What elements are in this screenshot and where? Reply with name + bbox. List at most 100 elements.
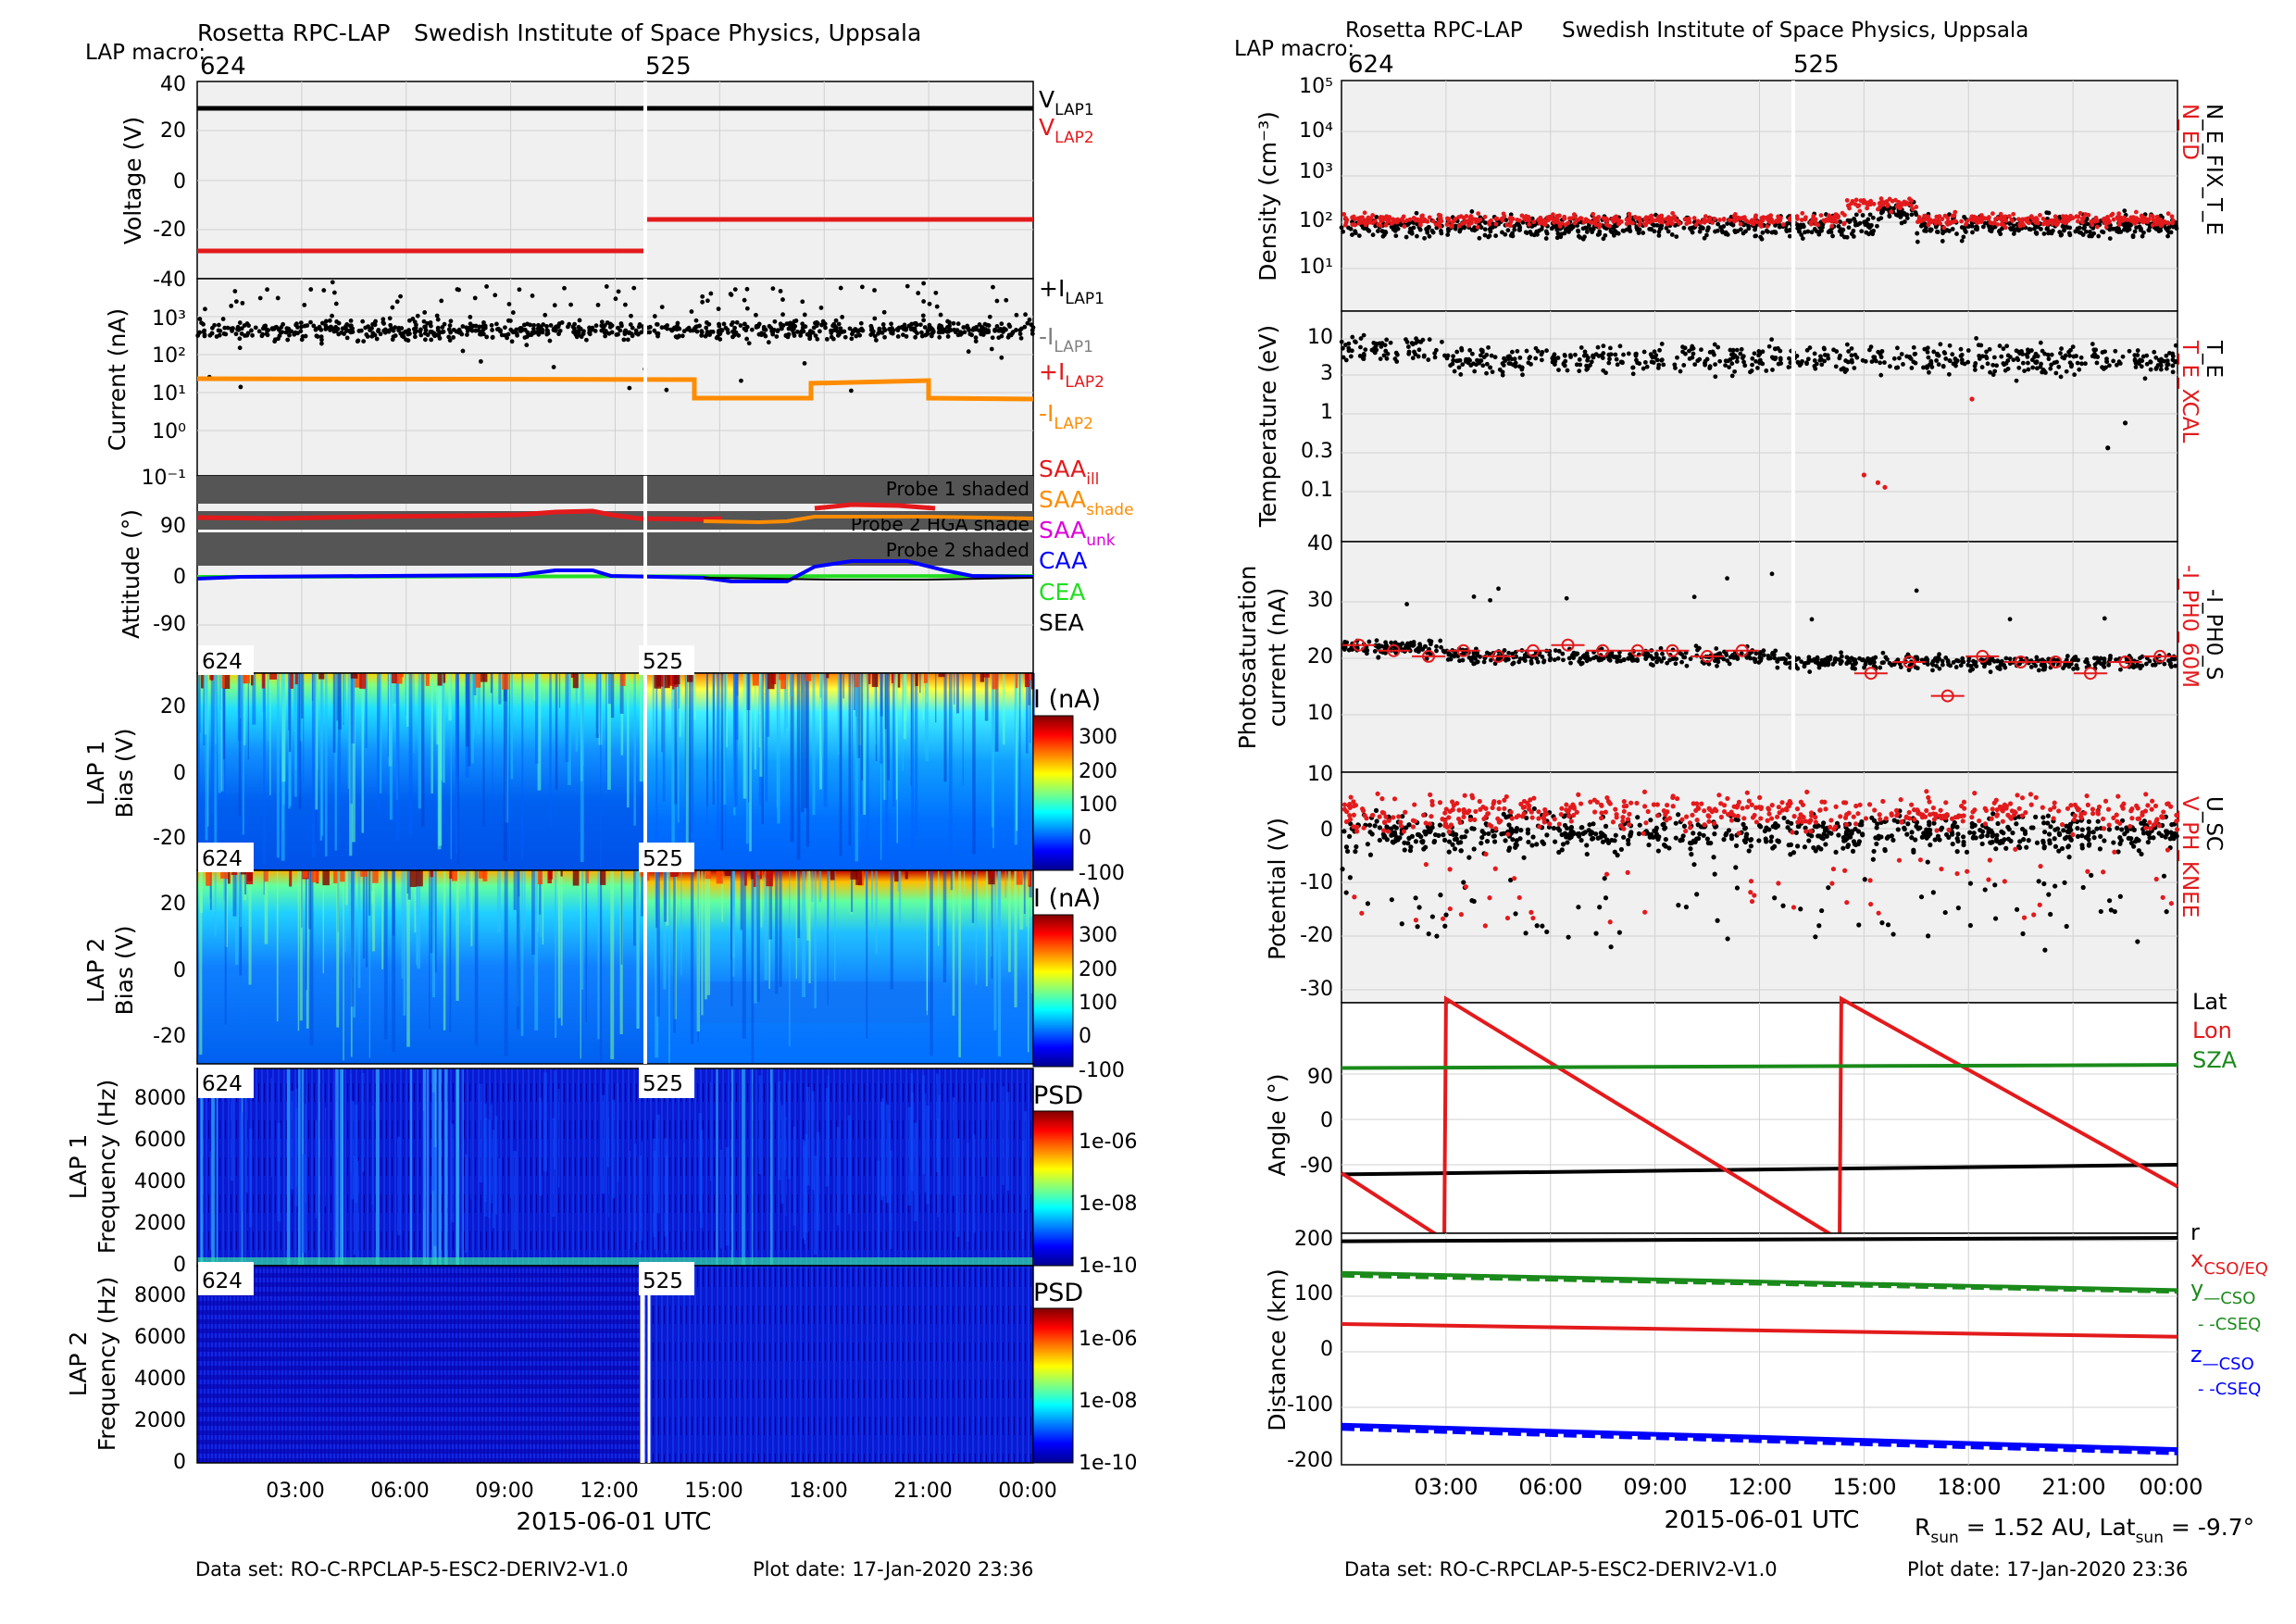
photosat-point [1887,660,1892,666]
photosat-point [1471,594,1477,599]
psd-streak [709,1081,712,1181]
temperature-point [1909,365,1915,370]
current-point [544,324,549,329]
potential-point [1734,885,1741,891]
photosat-point [1398,643,1404,647]
heatmap-streak [892,673,895,807]
photosat-point [1981,664,1987,669]
photosat-point [1898,665,1903,669]
current-point [220,317,226,321]
density-point-red [1777,217,1782,222]
temperature-point [1912,352,1917,356]
heatmap-streak [768,870,773,940]
density-point-red [1821,218,1827,223]
heatmap-streak [884,673,889,859]
current-point [590,325,595,331]
heatmap-streak [276,870,279,1022]
current-point [311,323,317,329]
current-point [627,385,632,391]
temperature-point [2001,346,2006,352]
density-point [1904,216,1910,221]
photosat-point [2034,655,2040,660]
heatmap-streak [823,673,828,807]
photosat-point [1819,657,1825,663]
current-point [551,326,556,331]
temperature-point [1672,362,1678,368]
density-point-red [1508,223,1513,229]
current-point [446,334,452,340]
heatmap-hot [716,870,723,884]
heatmap-hot [443,673,446,683]
density-point-red [2103,220,2108,226]
temperature-point [2153,366,2159,371]
heatmap-streak [1002,673,1005,745]
density-point-red [1918,218,1923,223]
density-point [1422,235,1427,241]
heatmap-streak [524,870,526,931]
density-point-red [1482,214,1488,219]
temperature-point [1607,356,1612,362]
psd-streak [297,1068,301,1266]
temperature-point [1481,355,1487,360]
density-point [1716,221,1720,227]
probe1-shade-band [197,476,1033,504]
current-point [422,337,428,343]
photosat-mean [1456,643,1470,657]
density-point-red [1878,205,1882,210]
photosat-mean [2083,667,2097,681]
temperature-point [1357,354,1363,358]
heatmap-streak [903,673,907,721]
current-point [945,334,951,339]
current-point [237,336,243,342]
psd-streak [427,1068,429,1266]
current-point [726,330,730,335]
heatmap-streak [581,673,584,766]
current-point [233,299,239,305]
density-point [1974,224,1979,230]
temperature-point [1713,362,1718,368]
psd-streak [355,1104,358,1204]
heatmap-streak [540,870,543,938]
density-point-red [1812,219,1817,223]
heatmap-streak [242,673,244,835]
temperature-point [1741,354,1746,359]
heatmap-streak [224,870,227,1025]
density-point [1959,238,1965,244]
density-point [2008,227,2014,232]
photosat-point [1564,595,1569,601]
density-point [1720,230,1725,235]
current-point [904,333,909,339]
psd-streak [937,1118,939,1218]
heatmap-streak [819,673,822,698]
current-point [356,329,362,333]
photosat-point [1408,640,1414,645]
photosat-point [1377,644,1382,650]
heatmap-streak [745,673,749,844]
density-point [2123,221,2128,227]
temperature-point [1509,356,1515,362]
voltage-ytick: 40 [160,73,186,96]
density-point-red [1487,219,1492,225]
heatmap-hot [537,870,543,885]
current-point [869,328,874,333]
heatmap-streak [436,673,439,745]
density-point-red [1993,217,1998,222]
density-point-red [2106,219,2112,225]
photosat-point [1473,656,1478,661]
current-point [355,339,360,344]
photosat-point [2064,657,2069,663]
heatmap-hot [548,870,553,880]
density-point [2039,226,2043,231]
heatmap-streak [368,870,371,916]
density-point-red [1417,222,1423,228]
heatmap-streak [580,673,584,863]
density-point-red [1537,220,1542,226]
photosat-point [2098,661,2103,667]
density-point-red [1551,212,1555,218]
current-point [572,326,577,331]
temperature-point [1729,373,1735,379]
temperature-point [2173,359,2177,365]
heatmap-streak [597,870,600,1040]
temperature-point [1552,352,1557,357]
psd-streak [811,1091,815,1190]
